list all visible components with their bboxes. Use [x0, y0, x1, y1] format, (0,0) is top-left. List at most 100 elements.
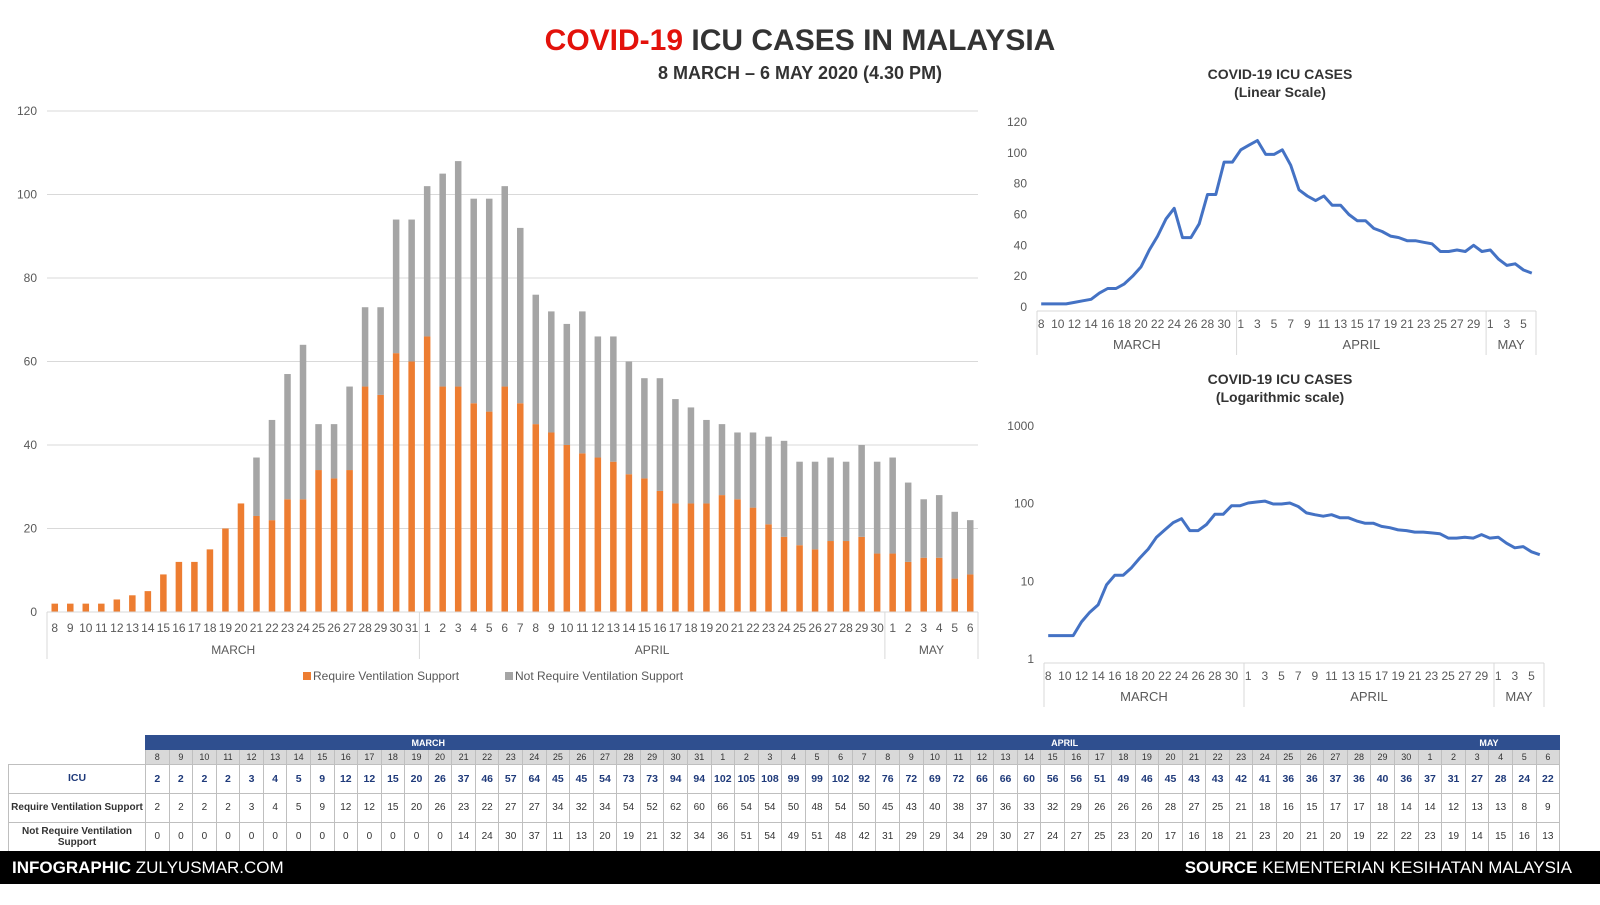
x-tick-label: 15: [1358, 669, 1372, 683]
table-day-header: 10: [922, 749, 948, 765]
bar-vent: [920, 557, 927, 612]
table-cell: 17: [1158, 821, 1183, 852]
table-cell: 72: [946, 763, 971, 794]
table-cell: 2: [168, 763, 194, 794]
table-day-header: 28: [616, 749, 641, 765]
table-cell: 36: [993, 792, 1018, 823]
table-cell: 92: [851, 763, 877, 794]
bar-novent: [594, 336, 602, 458]
bar-vent: [516, 403, 524, 612]
table-cell: 37: [451, 763, 476, 794]
table-cell: 29: [1063, 792, 1089, 823]
x-tick-label: 23: [1425, 669, 1439, 683]
table-cell: 2: [215, 763, 241, 794]
x-tick-label: 23: [762, 621, 776, 635]
bar-novent: [641, 378, 648, 479]
x-tick-label: 25: [793, 621, 807, 635]
table-cell: 20: [592, 821, 618, 852]
table-cell: 36: [710, 821, 736, 852]
table-month-header: MARCH: [145, 735, 712, 750]
bar-vent: [284, 499, 291, 612]
table-day-header: 6: [828, 749, 853, 765]
table-cell: 2: [192, 792, 217, 823]
x-tick-label: 1: [1495, 669, 1502, 683]
table-day-header: 26: [1299, 749, 1325, 765]
x-tick-label: 8: [51, 621, 58, 635]
x-tick-label: 16: [1101, 317, 1115, 331]
bar-novent: [951, 511, 958, 579]
x-tick-label: 7: [1287, 317, 1294, 331]
bar-vent: [796, 545, 803, 612]
table-cell: 37: [522, 821, 547, 852]
table-day-header: 11: [215, 749, 241, 765]
chart-subtitle: (Logarithmic scale): [1216, 389, 1344, 405]
x-tick-label: 5: [1520, 317, 1527, 331]
table-cell: 36: [1393, 763, 1419, 794]
bar-novent: [408, 219, 415, 362]
bar-novent: [548, 311, 555, 433]
x-tick-label: 25: [312, 621, 326, 635]
bar-novent: [672, 399, 679, 504]
bar-vent: [299, 499, 307, 612]
bar-novent: [299, 344, 307, 500]
x-tick-label: 21: [250, 621, 264, 635]
month-label: MARCH: [1113, 337, 1161, 352]
table-cell: 30: [993, 821, 1018, 852]
table-cell: 46: [1134, 763, 1160, 794]
bar-vent: [734, 499, 741, 612]
y-tick-label: 10: [1021, 574, 1035, 588]
table-cell: 2: [145, 763, 170, 794]
bar-vent: [501, 386, 509, 612]
bar-vent: [129, 595, 136, 612]
bar-vent: [470, 403, 477, 612]
table-cell: 11: [545, 821, 571, 852]
x-tick-label: 12: [1075, 669, 1089, 683]
x-tick-label: 21: [1400, 317, 1414, 331]
table-cell: 17: [1323, 792, 1348, 823]
x-tick-label: 18: [1118, 317, 1132, 331]
table-cell: 16: [1276, 792, 1301, 823]
bar-novent: [858, 445, 865, 537]
table-cell: 23: [1111, 821, 1136, 852]
bar-vent: [67, 603, 74, 612]
bar-novent: [656, 378, 664, 491]
x-tick-label: 15: [157, 621, 171, 635]
table-cell: 27: [1464, 763, 1490, 794]
bar-vent: [346, 470, 353, 612]
x-tick-label: 8: [532, 621, 539, 635]
icu-line: [1041, 139, 1533, 306]
table-cell: 54: [757, 821, 783, 852]
table-cell: 73: [616, 763, 641, 794]
x-tick-label: 13: [1341, 669, 1355, 683]
y-tick-label: 60: [1014, 208, 1028, 222]
table-day-header: 2: [1441, 749, 1466, 765]
data-table: MARCH APRIL MAY 8 9 10 11 12 13 14 15 16 17 18 19 20 21 2…: [8, 735, 1561, 852]
table-cell: 0: [427, 821, 453, 852]
table-cell: 56: [1040, 763, 1065, 794]
x-tick-label: 23: [1417, 317, 1431, 331]
bar-novent: [811, 461, 819, 550]
table-day-header: 6: [1535, 749, 1561, 765]
table-cell: 23: [1252, 821, 1277, 852]
y-tick-label: 40: [1014, 238, 1028, 252]
bar-vent: [330, 478, 338, 612]
bar-novent: [454, 161, 462, 387]
footer-source: SOURCE KEMENTERIAN KESIHATAN MALAYSIA: [1185, 858, 1572, 878]
x-tick-label: 30: [870, 621, 884, 635]
x-tick-label: 31: [405, 621, 419, 635]
month-label: APRIL: [1350, 689, 1388, 704]
month-label: MARCH: [211, 643, 255, 657]
table-day-header: 21: [1181, 749, 1207, 765]
bar-vent: [191, 561, 198, 612]
bar-novent: [423, 186, 431, 337]
table-cell: 0: [286, 821, 311, 852]
table-cell: 41: [1252, 763, 1277, 794]
table-day-header: 25: [1276, 749, 1301, 765]
table-cell: 18: [1252, 792, 1277, 823]
bar-novent: [470, 198, 477, 404]
table-cell: 52: [639, 792, 665, 823]
x-tick-label: 26: [1191, 669, 1205, 683]
bar-vent: [315, 470, 322, 612]
x-tick-label: 17: [188, 621, 202, 635]
table-cell: 42: [851, 821, 877, 852]
